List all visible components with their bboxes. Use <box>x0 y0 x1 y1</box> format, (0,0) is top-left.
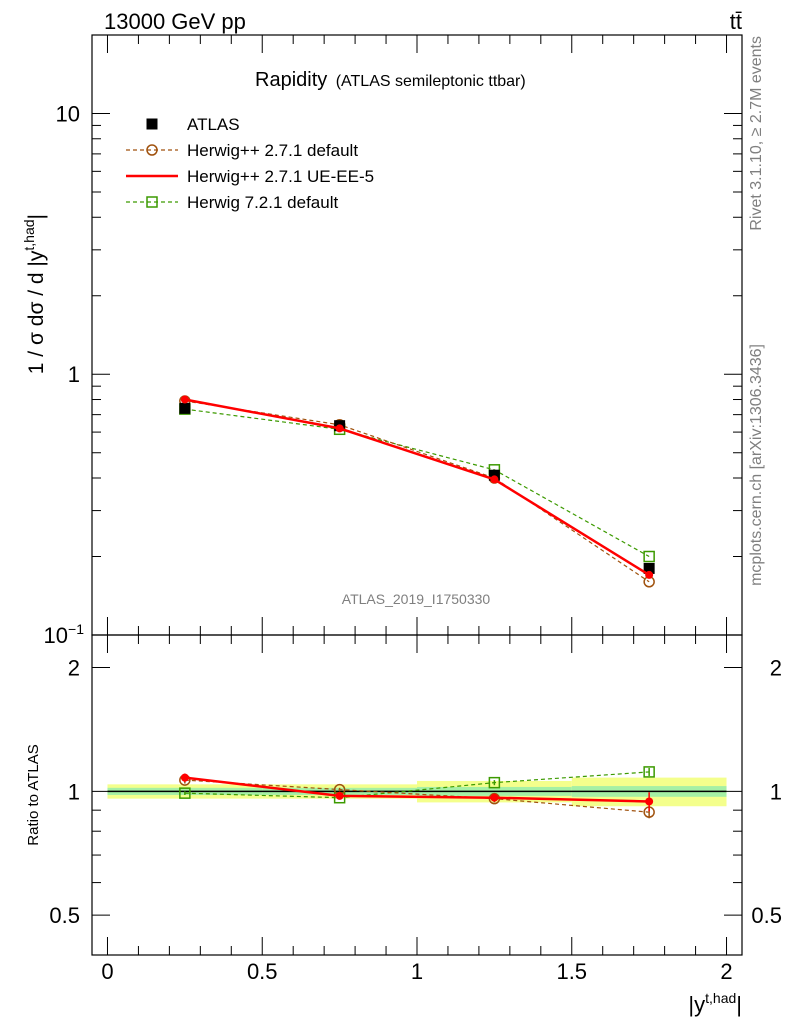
process-label: tt̄ <box>730 9 742 34</box>
main-point-atlas <box>488 469 500 481</box>
main-point-herwig-7-2-1-default <box>643 550 655 563</box>
ratio-y-tick-label-right: 2 <box>770 656 782 681</box>
energy-label: 13000 GeV pp <box>104 9 246 34</box>
ratio-y-tick-label-right: 1 <box>770 779 782 804</box>
ratio-y-tick-label-right: 0.5 <box>751 903 782 928</box>
legend-label-herwig-2-7-1-ue-ee-5: Herwig++ 2.7.1 UE-EE-5 <box>187 167 374 186</box>
ratio-y-tick-label-left: 2 <box>68 656 80 681</box>
ratio-y-tick-label-left: 1 <box>68 779 80 804</box>
ratio-y-tick-label-left: 0.5 <box>49 903 80 928</box>
main-y-tick-label-base: 10 <box>56 101 80 126</box>
ratio-point-herwig-7-2-1-default <box>643 766 655 778</box>
main-y-tick-label-base: 1 <box>68 362 80 387</box>
xlabel-main: |y <box>688 992 705 1017</box>
ratio-point-herwig-2-7-1-ue-ee-5 <box>490 793 499 802</box>
ratio-series-layer <box>179 766 655 819</box>
main-point-herwig-2-7-1-ue-ee-5 <box>490 475 499 484</box>
ratio-point-herwig-2-7-1-ue-ee-5 <box>645 797 654 806</box>
xlabel-end: | <box>736 992 742 1017</box>
chart-title-main: Rapidity <box>255 69 327 91</box>
x-tick-label: 2 <box>720 959 732 984</box>
legend: ATLAS Herwig++ 2.7.1 default Herwig++ 2.7.… <box>126 115 374 212</box>
main-ylabel: 1 / σ dσ / d |yt,had| <box>21 214 48 374</box>
main-series-layer <box>179 395 655 588</box>
ratio-point-herwig-2-7-1-ue-ee-5 <box>180 773 189 782</box>
main-line-herwig-2-7-1-ue-ee-5 <box>184 398 650 576</box>
x-tick-label: 0 <box>101 959 113 984</box>
ratio-axis-ticks: 0 0.5 1 1.5 2 0.5 0.5 1 1 2 2 <box>49 635 782 984</box>
xlabel-sup: t,had <box>705 990 736 1006</box>
ratio-line-herwig-7-2-1-default <box>184 771 650 799</box>
ratio-point-herwig-7-2-1-default <box>488 776 501 789</box>
ratio-point-herwig-7-2-1-default <box>179 787 191 799</box>
source-label: mcplots.cern.ch [arXiv:1306.3436] <box>748 344 765 586</box>
main-y-tick-label-exp: −1 <box>68 621 84 637</box>
x-tick-label: 1.5 <box>556 959 587 984</box>
chart-subtitle: (ATLAS semileptonic ttbar) <box>336 73 526 90</box>
main-point-atlas <box>643 562 655 574</box>
legend-marker-herwig-7-2-1-default <box>146 196 158 208</box>
legend-label-atlas: ATLAS <box>187 115 240 134</box>
legend-marker-herwig-2-7-1-default <box>146 144 158 156</box>
main-y-tick-label: 10−1 <box>44 621 85 648</box>
main-point-herwig-2-7-1-ue-ee-5 <box>645 570 654 579</box>
watermark-label: ATLAS_2019_I1750330 <box>342 591 491 607</box>
ratio-line-herwig-2-7-1-ue-ee-5 <box>184 776 650 803</box>
main-y-tick-label: 1 <box>68 362 80 387</box>
main-line-herwig-7-2-1-default <box>184 408 650 558</box>
main-ylabel-sup: t,had <box>21 219 37 250</box>
main-point-herwig-2-7-1-ue-ee-5 <box>180 395 189 404</box>
main-point-atlas <box>179 402 191 414</box>
ratio-ylabel: Ratio to ATLAS <box>25 744 42 845</box>
x-tick-label: 1 <box>411 959 423 984</box>
main-y-tick-label-base: 10 <box>44 623 68 648</box>
chart-title: Rapidity (ATLAS semileptonic ttbar) <box>255 69 526 91</box>
main-y-tick-label: 10 <box>56 101 80 126</box>
ratio-point-herwig-2-7-1-ue-ee-5 <box>335 791 344 800</box>
legend-label-herwig-2-7-1-default: Herwig++ 2.7.1 default <box>187 141 358 160</box>
main-point-herwig-2-7-1-ue-ee-5 <box>335 424 344 433</box>
main-ylabel-end: | <box>25 214 48 219</box>
main-line-herwig-2-7-1-default <box>184 400 650 583</box>
rivet-label: Rivet 3.1.10, ≥ 2.7M events <box>748 36 765 231</box>
legend-label-herwig-7-2-1-default: Herwig 7.2.1 default <box>187 193 338 212</box>
ratio-line-herwig-2-7-1-default <box>184 779 650 813</box>
xlabel: |yt,had| <box>688 990 742 1017</box>
legend-marker-atlas <box>146 118 158 130</box>
main-ylabel-main: 1 / σ dσ / d |y <box>25 250 48 374</box>
x-tick-label: 0.5 <box>247 959 278 984</box>
